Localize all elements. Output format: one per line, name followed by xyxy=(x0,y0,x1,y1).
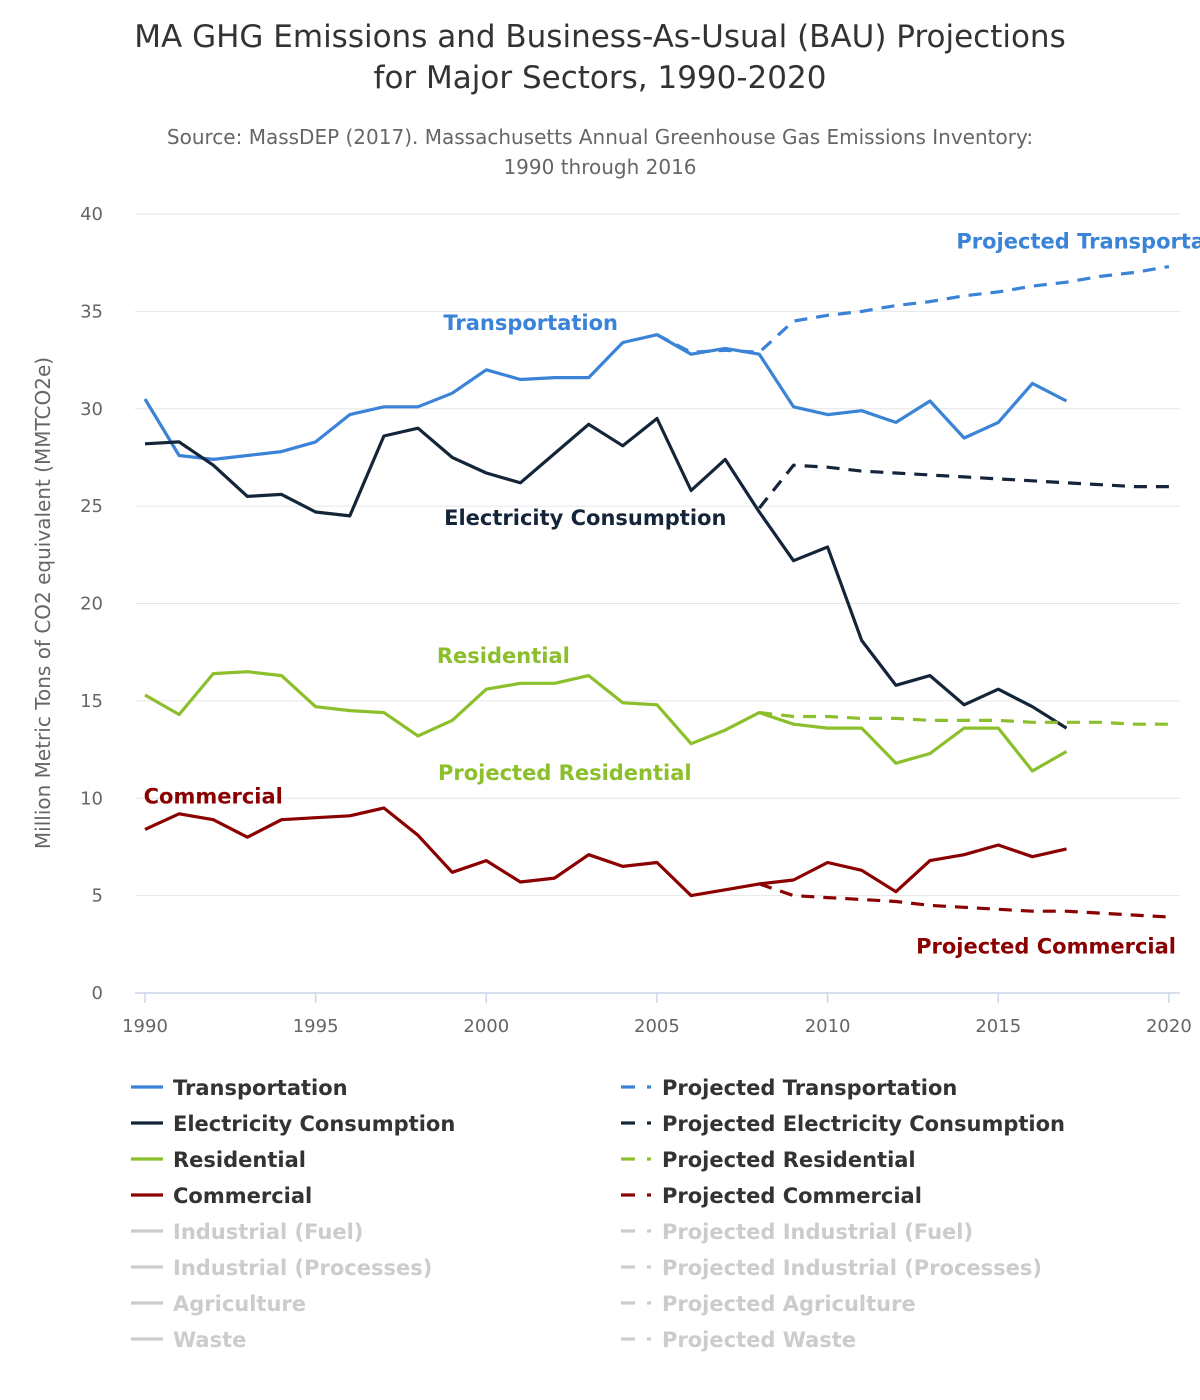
legend-item-projected-industrial-fuel[interactable]: Projected Industrial (Fuel) xyxy=(621,1220,973,1244)
series-annotation: Electricity Consumption xyxy=(444,506,726,530)
y-tick-label: 25 xyxy=(80,496,103,517)
series-line-commercial xyxy=(144,806,1067,898)
series-line-projected-commercial xyxy=(758,882,1169,919)
legend-item-projected-transportation[interactable]: Projected Transportation xyxy=(621,1076,957,1100)
series-line-transportation xyxy=(143,333,1068,461)
legend-label: Industrial (Fuel) xyxy=(173,1220,363,1244)
legend-label: Commercial xyxy=(173,1184,312,1208)
series-line-residential xyxy=(144,670,1068,773)
legend-item-industrial-processes[interactable]: Industrial (Processes) xyxy=(131,1256,432,1280)
series-annotation: Projected Transportation xyxy=(956,229,1200,253)
x-tick-label: 2010 xyxy=(805,1016,851,1037)
legend-item-waste[interactable]: Waste xyxy=(131,1328,246,1352)
chart-subtitle-line1: Source: MassDEP (2017). Massachusetts An… xyxy=(167,125,1033,149)
legend-item-industrial-fuel[interactable]: Industrial (Fuel) xyxy=(131,1220,363,1244)
y-tick-label: 15 xyxy=(80,691,103,712)
series-annotation: Projected Commercial xyxy=(916,934,1176,958)
legend-item-projected-industrial-processes[interactable]: Projected Industrial (Processes) xyxy=(621,1256,1042,1280)
series-annotation: Commercial xyxy=(144,784,283,808)
legend-item-electricity-consumption[interactable]: Electricity Consumption xyxy=(131,1112,455,1136)
legend-item-projected-commercial[interactable]: Projected Commercial xyxy=(621,1184,922,1208)
chart-title-line2: for Major Sectors, 1990-2020 xyxy=(374,60,827,96)
series-line-projected-electricity-consumption xyxy=(758,463,1169,510)
chart-subtitle-line2: 1990 through 2016 xyxy=(503,155,696,179)
legend-label: Transportation xyxy=(173,1076,348,1100)
series-lines xyxy=(143,265,1170,919)
y-tick-label: 0 xyxy=(92,983,103,1004)
y-tick-label: 40 xyxy=(80,204,103,225)
y-tick-label: 30 xyxy=(80,399,103,420)
legend-label: Projected Residential xyxy=(662,1148,916,1172)
y-tick-label: 10 xyxy=(80,788,103,809)
legend-label: Projected Waste xyxy=(662,1328,856,1352)
x-tick-label: 1995 xyxy=(293,1016,339,1037)
legend-item-residential[interactable]: Residential xyxy=(131,1148,306,1172)
x-axis-tick-labels: 1990 1995 2000 2005 2010 2015 2020 xyxy=(122,1016,1192,1037)
series-annotations: Projected Transportation Transportation El… xyxy=(144,229,1200,958)
y-tick-label: 5 xyxy=(92,886,103,907)
legend-item-agriculture[interactable]: Agriculture xyxy=(131,1292,306,1316)
legend-item-transportation[interactable]: Transportation xyxy=(131,1076,348,1100)
legend-item-projected-electricity-consumption[interactable]: Projected Electricity Consumption xyxy=(621,1112,1065,1136)
x-axis xyxy=(135,992,1180,1003)
x-tick-label: 2000 xyxy=(463,1016,509,1037)
legend-label: Projected Industrial (Fuel) xyxy=(662,1220,973,1244)
legend-label: Projected Commercial xyxy=(662,1184,922,1208)
legend-label: Agriculture xyxy=(173,1292,306,1316)
y-axis-tick-labels: 0 5 10 15 20 25 30 35 40 xyxy=(80,204,103,1004)
y-tick-label: 35 xyxy=(80,301,103,322)
legend-label: Projected Agriculture xyxy=(662,1292,916,1316)
x-tick-label: 1990 xyxy=(122,1016,168,1037)
x-tick-label: 2005 xyxy=(634,1016,680,1037)
gridlines xyxy=(135,213,1180,897)
y-axis-label: Million Metric Tons of CO2 equivalent (M… xyxy=(31,357,55,849)
x-tick-label: 2015 xyxy=(975,1016,1021,1037)
legend-label: Residential xyxy=(173,1148,306,1172)
legend-item-projected-residential[interactable]: Projected Residential xyxy=(621,1148,916,1172)
legend-item-projected-agriculture[interactable]: Projected Agriculture xyxy=(621,1292,916,1316)
series-annotation: Projected Residential xyxy=(438,761,692,785)
legend-item-commercial[interactable]: Commercial xyxy=(131,1184,312,1208)
legend-label: Projected Electricity Consumption xyxy=(662,1112,1065,1136)
series-annotation: Residential xyxy=(437,644,570,668)
legend-item-projected-waste[interactable]: Projected Waste xyxy=(621,1328,856,1352)
series-line-projected-transportation xyxy=(656,265,1170,354)
legend-label: Projected Transportation xyxy=(662,1076,957,1100)
series-line-projected-residential xyxy=(759,711,1169,726)
y-tick-label: 20 xyxy=(80,594,103,615)
legend-label: Projected Industrial (Processes) xyxy=(662,1256,1042,1280)
series-annotation: Transportation xyxy=(443,311,618,335)
legend-label: Waste xyxy=(173,1328,246,1352)
series-line-electricity-consumption xyxy=(144,416,1068,730)
chart-title-line1: MA GHG Emissions and Business-As-Usual (… xyxy=(134,19,1065,55)
x-tick-label: 2020 xyxy=(1146,1016,1192,1037)
legend-label: Electricity Consumption xyxy=(173,1112,455,1136)
legend-label: Industrial (Processes) xyxy=(173,1256,432,1280)
legend: Transportation Electricity Consumption Res… xyxy=(131,1076,1065,1352)
